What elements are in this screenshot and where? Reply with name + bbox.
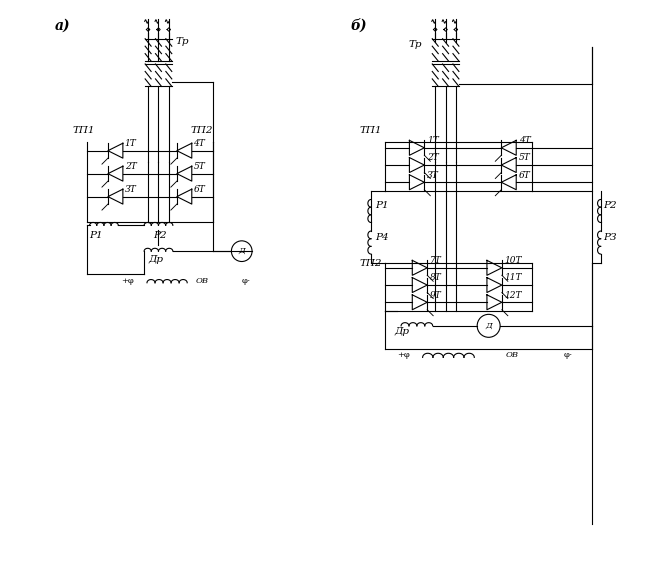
Text: 2Т: 2Т	[125, 162, 136, 171]
Text: 10Т: 10Т	[504, 256, 522, 265]
Text: 7Т: 7Т	[430, 256, 441, 265]
Text: Р4: Р4	[376, 233, 389, 242]
Text: Р2: Р2	[603, 201, 617, 210]
Text: 6Т: 6Т	[519, 171, 531, 179]
Text: а): а)	[55, 18, 71, 33]
Text: Р2: Р2	[153, 231, 166, 240]
Text: Р1: Р1	[90, 231, 103, 240]
Text: +φ: +φ	[396, 351, 410, 359]
Text: ОВ: ОВ	[506, 351, 519, 359]
Text: 3Т: 3Т	[125, 185, 136, 194]
Text: ТП2: ТП2	[359, 258, 382, 268]
Text: Тр: Тр	[408, 40, 422, 49]
Text: Р3: Р3	[603, 233, 617, 242]
Text: Д: Д	[239, 247, 245, 255]
Text: 4Т: 4Т	[194, 139, 205, 148]
Text: Д: Д	[486, 322, 492, 330]
Text: 3Т: 3Т	[427, 171, 439, 179]
Text: 8Т: 8Т	[430, 273, 441, 283]
Text: 5Т: 5Т	[194, 162, 205, 171]
Text: б): б)	[351, 18, 367, 33]
Text: 12Т: 12Т	[504, 291, 522, 299]
Text: 1Т: 1Т	[125, 139, 136, 148]
Text: 2Т: 2Т	[427, 153, 439, 163]
Text: 5Т: 5Т	[519, 153, 531, 163]
Text: 11Т: 11Т	[504, 273, 522, 283]
Text: ТП1: ТП1	[72, 126, 95, 136]
Text: φ-: φ-	[242, 277, 250, 285]
Text: +φ: +φ	[121, 277, 134, 285]
Text: 4Т: 4Т	[519, 136, 531, 145]
Text: ТП2: ТП2	[190, 126, 213, 136]
Text: 6Т: 6Т	[194, 185, 205, 194]
Text: Др: Др	[394, 327, 409, 336]
Text: ОВ: ОВ	[196, 277, 209, 285]
Text: Др: Др	[148, 254, 163, 264]
Text: 9Т: 9Т	[430, 291, 441, 299]
Text: 1Т: 1Т	[427, 136, 439, 145]
Text: Р1: Р1	[376, 201, 389, 210]
Text: Тр: Тр	[176, 38, 189, 47]
Text: φ-: φ-	[564, 351, 572, 359]
Text: ТП1: ТП1	[359, 126, 382, 136]
